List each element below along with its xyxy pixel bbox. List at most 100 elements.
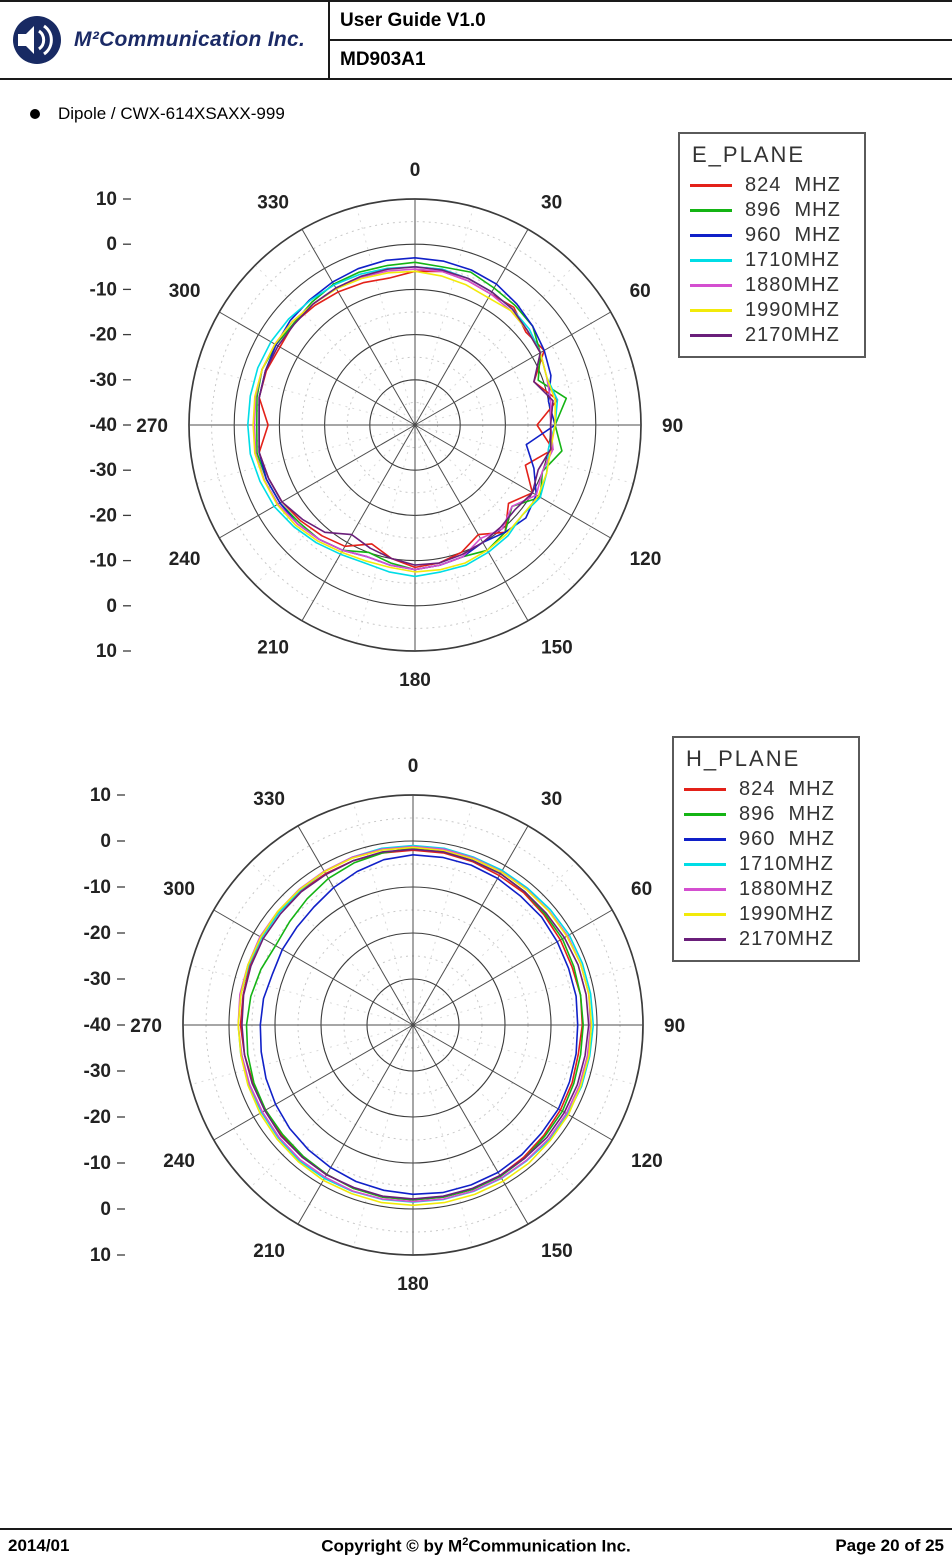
legend-item: 824 MHZ [684, 777, 848, 802]
radial-tick-label: -10 [84, 877, 111, 898]
series-2170mhz [258, 266, 554, 566]
legend-label: 2170MHZ [739, 928, 834, 950]
angle-tick-label: 30 [541, 789, 562, 810]
angle-tick-label: 210 [257, 638, 289, 659]
radial-tick-label: 10 [96, 641, 117, 662]
series-1880mhz [237, 845, 592, 1203]
legend-title: H_PLANE [686, 746, 801, 771]
legend-label: 1710MHZ [739, 853, 834, 875]
company-logo-icon [13, 16, 61, 64]
legend-label: 1880MHZ [745, 274, 840, 296]
legend-label: 896 MHZ [739, 803, 835, 825]
angle-tick-label: 120 [630, 549, 662, 570]
radial-axis-labels: 10 0 -10 -20 -30 -40 -30 -20 -10 0 10 [84, 785, 125, 1266]
series-1990mhz [237, 846, 593, 1207]
radial-tick-label: 10 [90, 785, 111, 806]
legend-item: 896 MHZ [684, 802, 848, 827]
angle-tick-label: 30 [541, 192, 562, 213]
series-2170mhz [241, 848, 590, 1200]
angle-tick-label: 330 [257, 192, 289, 213]
legend-line-swatch [684, 788, 726, 791]
legend-label: 960 MHZ [739, 828, 835, 850]
legend-label: 1710MHZ [745, 249, 840, 271]
angle-tick-label: 300 [169, 281, 201, 302]
legend-item: 1990MHZ [690, 298, 854, 323]
radial-tick-label: -20 [84, 923, 111, 944]
angle-tick-label: 0 [408, 756, 419, 777]
legend-label: 824 MHZ [739, 778, 835, 800]
e-plane-legend: E_PLANE 824 MHZ 896 MHZ 960 MHZ 1710MHZ 1880M… [678, 132, 866, 358]
legend-line-swatch [684, 913, 726, 916]
radial-tick-label: -20 [90, 325, 117, 346]
footer-copyright-sup: 2 [462, 1536, 469, 1548]
legend-line-swatch [684, 838, 726, 841]
angle-tick-label: 90 [662, 416, 683, 437]
legend-item: 1880MHZ [684, 877, 848, 902]
angle-tick-labels: 0 30 60 90 120 150 180 210 240 270 300 330 [136, 160, 683, 691]
legend-item: 1710MHZ [684, 852, 848, 877]
angle-tick-label: 210 [253, 1241, 285, 1262]
angle-tick-label: 270 [130, 1016, 162, 1037]
radial-tick-label: 0 [106, 234, 117, 255]
legend-line-swatch [690, 209, 732, 212]
footer-copyright: Copyright © by M2Communication Inc. [0, 1536, 952, 1557]
radial-tick-label: -30 [90, 460, 117, 481]
legend-item: 1880MHZ [690, 273, 854, 298]
bullet-dot-icon [30, 109, 40, 119]
doc-title: User Guide V1.0 [330, 2, 952, 41]
radial-tick-label: -40 [84, 1015, 111, 1036]
legend-label: 960 MHZ [745, 224, 841, 246]
series-896-mhz [245, 847, 584, 1201]
company-logo-text: M²Communication Inc. [74, 28, 306, 51]
radial-tick-label: -10 [84, 1153, 111, 1174]
angle-tick-label: 330 [253, 789, 285, 810]
legend-line-swatch [690, 309, 732, 312]
legend-line-swatch [690, 184, 732, 187]
series-lines [237, 844, 595, 1207]
footer-page-number: Page 20 of 25 [835, 1536, 944, 1555]
footer-copyright-suffix: Communication Inc. [468, 1536, 631, 1556]
legend-label: 1990MHZ [739, 903, 834, 925]
legend-line-swatch [684, 813, 726, 816]
polar-grid [182, 794, 644, 1256]
page-header: M²Communication Inc. User Guide V1.0 MD9… [0, 0, 952, 80]
e-plane-figure: 0 30 60 90 120 150 180 210 240 270 300 330 10 0 -10 -20… [0, 128, 952, 710]
legend-label: 1990MHZ [745, 299, 840, 321]
legend-label: 824 MHZ [745, 174, 841, 196]
series-1880mhz [253, 268, 554, 571]
radial-axis-labels: 10 0 -10 -20 -30 -40 -30 -20 -10 0 10 [90, 189, 131, 662]
angle-tick-label: 180 [397, 1274, 429, 1295]
angle-tick-label: 300 [163, 879, 195, 900]
angle-tick-label: 150 [541, 638, 573, 659]
angle-tick-label: 240 [163, 1151, 195, 1172]
legend-item: 2170MHZ [690, 323, 854, 348]
legend-item: 960 MHZ [684, 827, 848, 852]
legend-line-swatch [690, 334, 732, 337]
radial-tick-label: 10 [96, 189, 117, 210]
header-title-block: User Guide V1.0 MD903A1 [330, 2, 952, 78]
radial-tick-label: 0 [106, 596, 117, 617]
legend-line-swatch [684, 938, 726, 941]
radial-tick-label: -40 [90, 415, 117, 436]
radial-tick-label: -10 [90, 279, 117, 300]
radial-tick-label: 0 [100, 831, 111, 852]
legend-line-swatch [690, 284, 732, 287]
angle-tick-label: 60 [630, 281, 651, 302]
angle-tick-labels: 0 30 60 90 120 150 180 210 240 270 300 330 [130, 756, 685, 1295]
footer-date: 2014/01 [8, 1536, 70, 1555]
legend-label: 2170MHZ [745, 324, 840, 346]
legend-item: 1710MHZ [690, 248, 854, 273]
legend-line-swatch [690, 234, 732, 237]
angle-tick-label: 270 [136, 416, 168, 437]
radial-tick-label: -20 [90, 505, 117, 526]
legend-item: 960 MHZ [690, 223, 854, 248]
angle-tick-label: 240 [169, 549, 201, 570]
radial-tick-label: -30 [84, 969, 111, 990]
radial-tick-label: 10 [90, 1245, 111, 1266]
legend-label: 896 MHZ [745, 199, 841, 221]
legend-line-swatch [690, 259, 732, 262]
angle-tick-label: 180 [399, 670, 431, 691]
radial-tick-label: 0 [100, 1199, 111, 1220]
bullet-list-item: Dipole / CWX-614XSAXX-999 [30, 104, 285, 124]
